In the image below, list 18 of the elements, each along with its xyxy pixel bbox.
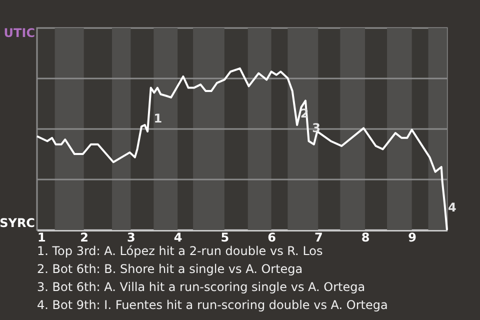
x-tick-label: 2: [80, 230, 89, 244]
text: 1. Top 3rd: A. López hit a 2-run double vs R. Los: [37, 244, 323, 258]
x-tick-label: 7: [314, 230, 323, 244]
x-tick-label: 5: [220, 230, 230, 244]
x-tick-label: 8: [361, 230, 370, 244]
text: 2. Bot 6th: B. Shore hit a single vs A. Ortega: [37, 262, 303, 276]
annotation: 4: [448, 200, 456, 214]
text: SYRC: [0, 216, 36, 230]
x-tick-label: 4: [174, 230, 182, 244]
x-tick-label: 3: [127, 230, 136, 244]
text: UTIC: [4, 26, 36, 40]
x-tick-label: 1: [38, 230, 46, 244]
x-tick-label: 9: [408, 230, 417, 244]
x-tick-label: 6: [268, 230, 276, 244]
annotation: 3: [312, 121, 320, 136]
text: 4. Bot 9th: I. Fuentes hit a run-scoring double vs A. Ortega: [37, 298, 388, 312]
annotation: 1: [154, 111, 162, 126]
text: 3. Bot 6th: A. Villa hit a run-scoring single vs A. Ortega: [37, 280, 366, 294]
